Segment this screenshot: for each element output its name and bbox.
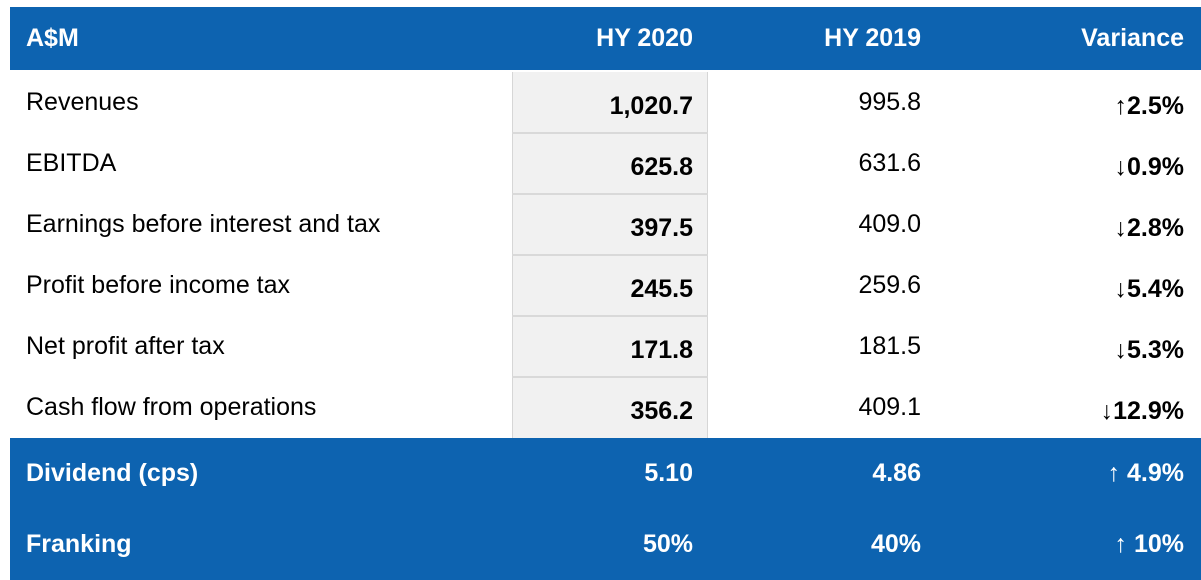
row-hy2019-value: 409.1 [858, 393, 921, 421]
dividend-hy2020-value: 5.10 [644, 459, 693, 487]
dividend-hy2019-value: 4.86 [872, 459, 921, 487]
row-variance-value: ↓5.3% [1114, 336, 1184, 364]
row-label: Net profit after tax [26, 332, 225, 360]
dividend-row: Dividend (cps) 5.10 4.86 ↑ 4.9% [10, 438, 1201, 509]
dividend-label: Dividend (cps) [26, 459, 199, 487]
row-hy2020-value: 245.5 [630, 275, 693, 303]
table-row: Revenues 1,020.7 995.8 ↑2.5% [10, 72, 1201, 134]
row-hy2020-value: 625.8 [630, 153, 693, 181]
row-hy2020-value: 397.5 [630, 214, 693, 242]
header-label-asm: A$M [26, 24, 79, 52]
row-label: Cash flow from operations [26, 393, 317, 421]
row-hy2019-value: 995.8 [858, 88, 921, 116]
header-hy2020: HY 2020 [596, 24, 693, 52]
row-label: EBITDA [26, 149, 117, 177]
table-row: Cash flow from operations 356.2 409.1 ↓1… [10, 377, 1201, 438]
table-row: Earnings before interest and tax 397.5 4… [10, 194, 1201, 256]
franking-hy2020-value: 50% [642, 530, 693, 558]
row-label: Earnings before interest and tax [26, 210, 381, 238]
row-hy2019-value: 409.0 [858, 210, 921, 238]
row-hy2019-value: 631.6 [858, 149, 921, 177]
row-hy2020-value: 171.8 [630, 336, 693, 364]
row-divider [512, 132, 708, 134]
row-divider [512, 376, 708, 378]
row-hy2020-value: 356.2 [630, 397, 693, 425]
row-divider [512, 193, 708, 195]
row-label: Revenues [26, 88, 139, 116]
table-header-row: A$M HY 2020 HY 2019 Variance [10, 7, 1201, 70]
table-row: EBITDA 625.8 631.6 ↓0.9% [10, 133, 1201, 195]
franking-label: Franking [26, 530, 132, 558]
dividend-variance-value: ↑ 4.9% [1107, 459, 1184, 487]
header-hy2019: HY 2019 [824, 24, 921, 52]
table-row: Profit before income tax 245.5 259.6 ↓5.… [10, 255, 1201, 317]
row-hy2020-value: 1,020.7 [609, 92, 693, 120]
franking-row: Franking 50% 40% ↑ 10% [10, 509, 1201, 580]
row-variance-value: ↑2.5% [1114, 92, 1184, 120]
row-variance-value: ↓5.4% [1114, 275, 1184, 303]
franking-hy2019-value: 40% [870, 530, 921, 558]
row-hy2019-value: 181.5 [858, 332, 921, 360]
row-divider [512, 254, 708, 256]
header-variance: Variance [1081, 24, 1184, 52]
row-divider [512, 315, 708, 317]
row-variance-value: ↓2.8% [1114, 214, 1184, 242]
row-label: Profit before income tax [26, 271, 291, 299]
row-hy2019-value: 259.6 [858, 271, 921, 299]
table-row: Net profit after tax 171.8 181.5 ↓5.3% [10, 316, 1201, 378]
row-variance-value: ↓0.9% [1114, 153, 1184, 181]
row-variance-value: ↓12.9% [1100, 397, 1184, 425]
franking-variance-value: ↑ 10% [1114, 530, 1184, 558]
